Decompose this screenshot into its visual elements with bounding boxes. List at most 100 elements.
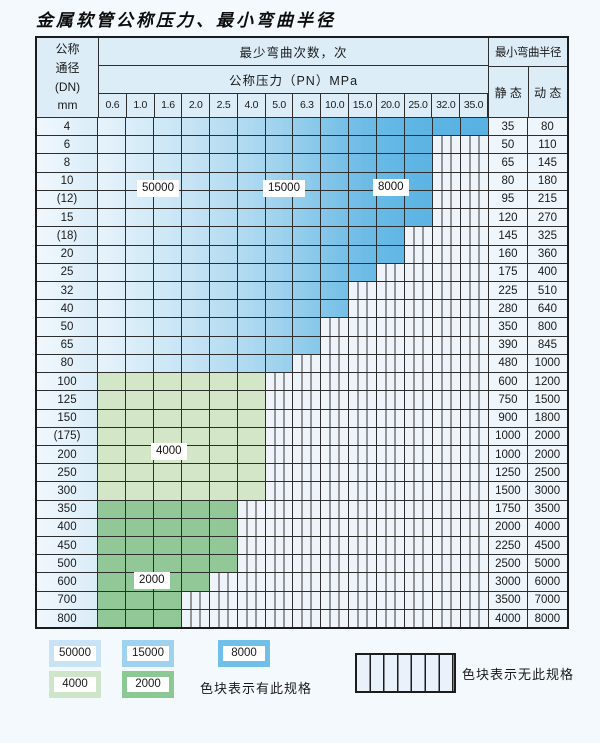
dn-cell: 40 — [37, 300, 98, 318]
spec-cell — [98, 300, 126, 318]
cycles-label-50000: 50000 — [137, 180, 179, 197]
no-spec-cell — [433, 227, 461, 245]
spec-cell — [293, 300, 322, 318]
static-radius-cell: 1000 — [488, 445, 528, 464]
no-spec-cell — [321, 573, 350, 591]
no-spec-cell — [293, 591, 322, 609]
no-spec-cell — [433, 573, 461, 591]
spec-cell — [209, 245, 238, 263]
legend-no-spec-text: 色块表示无此规格 — [462, 667, 575, 682]
dynamic-radius-cell: 2500 — [527, 464, 567, 482]
spec-cell — [98, 336, 126, 354]
no-spec-cell — [349, 482, 378, 500]
pressure-header-cell: 25.0 — [405, 93, 433, 117]
spec-cell — [237, 354, 266, 373]
spec-cell — [265, 354, 294, 373]
no-spec-cell — [433, 482, 461, 500]
spec-cell — [321, 300, 350, 318]
spec-cell — [293, 263, 322, 281]
spec-cell — [98, 537, 126, 555]
no-spec-cell — [460, 227, 489, 245]
spec-cell — [265, 336, 294, 354]
no-spec-cell — [265, 555, 294, 573]
spec-cell — [181, 154, 210, 172]
spec-cell — [349, 136, 378, 154]
no-spec-cell — [377, 482, 406, 500]
spec-cell — [153, 518, 182, 537]
no-spec-cell — [433, 263, 461, 281]
legend-swatch-4000: 4000 — [49, 671, 101, 698]
spec-cell — [265, 281, 294, 300]
spec-cell — [293, 245, 322, 263]
dynamic-radius-cell: 145 — [527, 154, 567, 172]
spec-cell — [98, 591, 126, 609]
no-spec-cell — [209, 591, 238, 609]
legend-swatch-label: 2000 — [127, 677, 169, 692]
no-spec-cell — [377, 500, 406, 518]
no-spec-cell — [405, 445, 434, 464]
spec-cell — [98, 154, 126, 172]
no-spec-cell — [265, 409, 294, 427]
spec-cell — [265, 318, 294, 336]
no-spec-cell — [321, 318, 350, 336]
dn-cell: 150 — [37, 409, 98, 427]
static-radius-cell: 160 — [488, 245, 528, 263]
spec-cell — [98, 373, 126, 391]
no-spec-cell — [293, 445, 322, 464]
spec-cell — [125, 209, 154, 227]
spec-cell — [98, 427, 126, 445]
dynamic-radius-cell: 1500 — [527, 391, 567, 409]
no-spec-cell — [405, 336, 434, 354]
spec-cell — [125, 281, 154, 300]
no-spec-cell — [460, 427, 489, 445]
no-spec-cell — [405, 281, 434, 300]
static-radius-cell: 120 — [488, 209, 528, 227]
no-spec-cell — [405, 537, 434, 555]
spec-cell — [237, 318, 266, 336]
no-spec-cell — [433, 464, 461, 482]
dn-cell: 600 — [37, 573, 98, 591]
spec-cell — [125, 482, 154, 500]
spec-cell — [98, 281, 126, 300]
spec-cell — [98, 500, 126, 518]
spec-cell — [237, 445, 266, 464]
no-spec-cell — [349, 354, 378, 373]
spec-cell — [153, 245, 182, 263]
no-spec-cell — [433, 555, 461, 573]
spec-cell — [349, 245, 378, 263]
table-row: 10 80 180 — [37, 171, 567, 190]
no-spec-cell — [433, 136, 461, 154]
dynamic-radius-cell: 360 — [527, 245, 567, 263]
no-spec-cell — [349, 373, 378, 391]
spec-cell — [98, 609, 126, 628]
spec-cell — [153, 263, 182, 281]
no-spec-cell — [265, 445, 294, 464]
no-spec-cell — [405, 464, 434, 482]
spec-cell — [98, 482, 126, 500]
no-spec-cell — [349, 555, 378, 573]
spec-cell — [98, 209, 126, 227]
spec-cell — [153, 227, 182, 245]
spec-cell — [237, 300, 266, 318]
no-spec-cell — [265, 391, 294, 409]
no-spec-cell — [460, 373, 489, 391]
no-spec-cell — [181, 591, 210, 609]
table-row: 350 1750 3500 — [37, 499, 567, 518]
spec-cell — [125, 154, 154, 172]
spec-cell — [98, 391, 126, 409]
dynamic-radius-cell: 3000 — [527, 482, 567, 500]
no-spec-cell — [460, 263, 489, 281]
table-header: 公称 通径 (DN) mm 最少弯曲次数，次 公称压力（PN）MPa 0.6 1.… — [37, 38, 567, 117]
spec-cell — [349, 209, 378, 227]
static-radius-cell: 175 — [488, 263, 528, 281]
spec-cell — [377, 209, 406, 227]
no-spec-cell — [460, 609, 489, 628]
no-spec-cell — [460, 573, 489, 591]
dynamic-radius-cell: 1000 — [527, 354, 567, 373]
spec-cell — [209, 500, 238, 518]
spec-cell — [349, 263, 378, 281]
no-spec-cell — [460, 354, 489, 373]
no-spec-cell — [293, 609, 322, 628]
no-spec-cell — [349, 427, 378, 445]
spec-cell — [181, 391, 210, 409]
